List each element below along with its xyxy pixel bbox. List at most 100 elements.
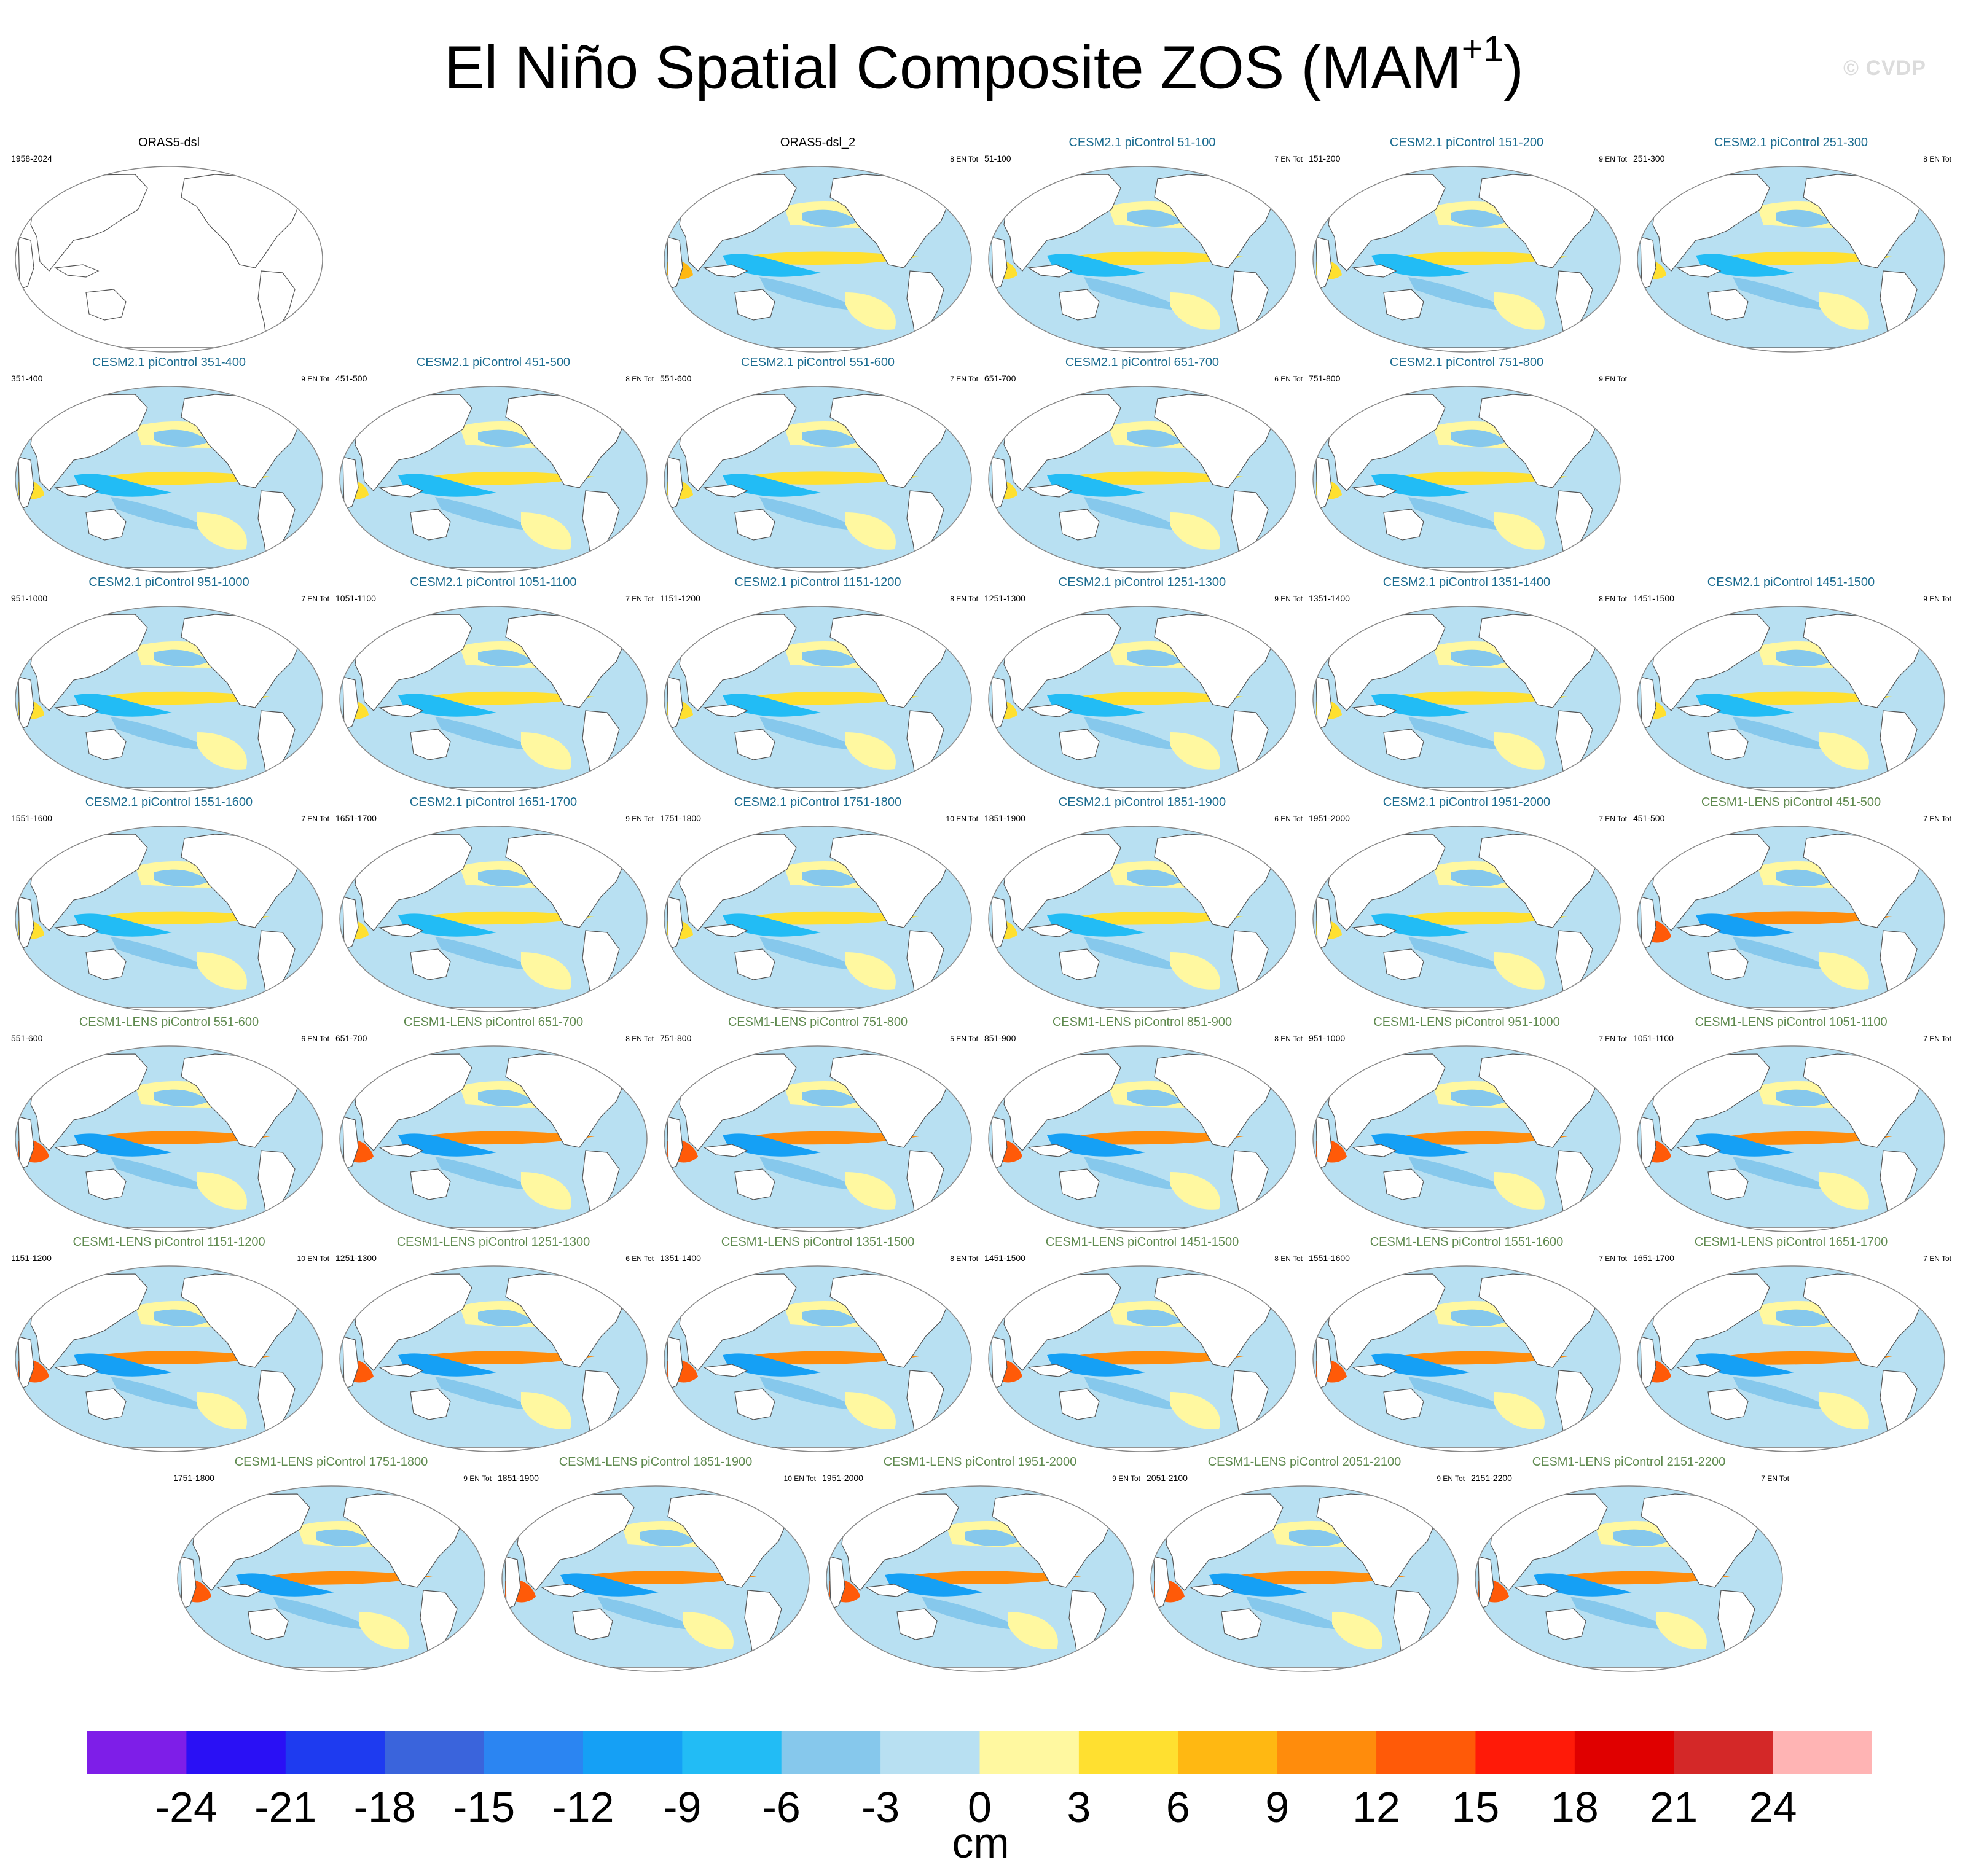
warm-equatorial-tongue bbox=[1396, 1351, 1568, 1365]
australia bbox=[85, 1168, 127, 1200]
map-panel: CESM1-LENS piControl 1251-1300 1251-1300 6… bbox=[331, 1235, 656, 1455]
south-america bbox=[1717, 1590, 1755, 1665]
panel-event-count: 8 EN Tot bbox=[1923, 155, 1951, 163]
australia bbox=[734, 509, 775, 541]
panel-title: CESM1-LENS piControl 2051-2100 bbox=[1207, 1455, 1402, 1469]
warm-south-pacific bbox=[1819, 292, 1869, 330]
warm-equatorial-tongue bbox=[423, 911, 595, 925]
maritime-continent bbox=[1676, 924, 1722, 937]
cold-north-pacific bbox=[802, 209, 858, 227]
cold-southwest-band bbox=[1733, 1377, 1837, 1410]
warm-south-pacific bbox=[1494, 732, 1545, 770]
colorbar-tick-label: 24 bbox=[1749, 1783, 1797, 1831]
colorbar-tick-label: 18 bbox=[1550, 1783, 1599, 1831]
map-panel: CESM1-LENS piControl 451-500 451-500 7 EN … bbox=[1628, 795, 1954, 1015]
cold-north-pacific bbox=[802, 869, 858, 887]
warm-equatorial-tongue bbox=[585, 1571, 757, 1584]
colorbar-tick-label: -24 bbox=[155, 1783, 218, 1831]
panel-title: CESM1-LENS piControl 651-700 bbox=[403, 1015, 584, 1029]
panel-event-count: 8 EN Tot bbox=[950, 155, 978, 163]
panel-years: 851-900 bbox=[984, 1033, 1016, 1043]
map-svg bbox=[664, 826, 972, 1012]
map-panel: CESM2.1 piControl 1451-1500 1451-1500 9 EN… bbox=[1628, 575, 1954, 795]
australia bbox=[248, 1608, 289, 1640]
australia bbox=[1221, 1608, 1262, 1640]
warm-equatorial-tongue bbox=[423, 1351, 595, 1364]
south-america bbox=[582, 710, 620, 786]
map-svg bbox=[177, 1485, 485, 1672]
warm-equatorial-tongue bbox=[1396, 251, 1568, 265]
panel-title: CESM2.1 piControl 151-200 bbox=[1389, 136, 1544, 149]
south-america bbox=[257, 1150, 296, 1225]
south-america bbox=[1231, 710, 1269, 786]
colorbar-segment bbox=[682, 1731, 782, 1774]
cold-southwest-band bbox=[1733, 937, 1837, 971]
panel-years: 951-1000 bbox=[11, 593, 48, 603]
maritime-continent bbox=[703, 484, 748, 498]
maritime-continent bbox=[54, 264, 100, 278]
antarctica bbox=[1040, 787, 1244, 792]
warm-south-pacific bbox=[683, 1612, 734, 1649]
asia-landmass bbox=[355, 614, 472, 711]
panel-years: 1351-1400 bbox=[660, 1253, 701, 1263]
warm-equatorial-tongue bbox=[423, 691, 595, 705]
maritime-continent bbox=[378, 704, 424, 717]
colorbar-segment bbox=[1674, 1731, 1774, 1774]
map-border bbox=[664, 606, 972, 792]
colorbar-tick-label: -21 bbox=[254, 1783, 317, 1831]
map-border bbox=[15, 1265, 323, 1452]
warm-south-pacific bbox=[1819, 1172, 1869, 1210]
maritime-continent bbox=[703, 704, 748, 717]
south-america bbox=[1231, 1370, 1269, 1445]
cold-north-pacific bbox=[802, 429, 858, 447]
map-border bbox=[15, 166, 323, 353]
cold-north-pacific bbox=[640, 1529, 696, 1547]
colorbar-segment bbox=[1475, 1731, 1575, 1774]
colorbar-tick-label: 12 bbox=[1352, 1783, 1400, 1831]
asia-landmass bbox=[1328, 834, 1446, 931]
map-border bbox=[1637, 1045, 1945, 1232]
panel-years: 1751-1800 bbox=[173, 1473, 214, 1483]
cold-southwest-band bbox=[1408, 1157, 1513, 1190]
map-panel: CESM1-LENS piControl 1951-2000 1951-2000 9… bbox=[817, 1455, 1143, 1675]
map-panel: CESM1-LENS piControl 1551-1600 1551-1600 7… bbox=[1304, 1235, 1629, 1455]
panel-title: CESM2.1 piControl 351-400 bbox=[92, 356, 246, 369]
map-panel: CESM2.1 piControl 1051-1100 1051-1100 7 EN… bbox=[331, 575, 656, 795]
warm-south-pacific bbox=[1170, 1172, 1220, 1210]
asia-landmass bbox=[679, 614, 797, 711]
panel-title: CESM2.1 piControl 751-800 bbox=[1389, 356, 1544, 369]
panel-event-count: 7 EN Tot bbox=[625, 595, 654, 603]
warm-equatorial-tongue bbox=[747, 1131, 919, 1145]
australia bbox=[896, 1608, 938, 1640]
asia-landmass bbox=[679, 394, 797, 491]
panel-title: CESM1-LENS piControl 1351-1500 bbox=[721, 1235, 915, 1249]
map-border bbox=[339, 386, 648, 573]
map-svg bbox=[339, 1045, 648, 1232]
map-border bbox=[177, 1485, 485, 1672]
maritime-continent bbox=[1352, 264, 1397, 278]
south-america bbox=[582, 930, 620, 1006]
panel-title: CESM1-LENS piControl 1451-1500 bbox=[1045, 1235, 1239, 1249]
south-america bbox=[1231, 1150, 1269, 1225]
map-panel: CESM1-LENS piControl 1851-1900 1851-1900 1… bbox=[493, 1455, 818, 1675]
panel-years: 1451-1500 bbox=[984, 1253, 1025, 1263]
cold-southwest-band bbox=[759, 277, 864, 311]
panel-title: CESM1-LENS piControl 1651-1700 bbox=[1694, 1235, 1888, 1249]
south-america bbox=[744, 1590, 782, 1665]
cold-southwest-band bbox=[435, 497, 539, 531]
panel-event-count: 8 EN Tot bbox=[1599, 595, 1627, 603]
map-border bbox=[501, 1485, 810, 1672]
warm-south-pacific bbox=[845, 512, 896, 550]
south-america bbox=[906, 490, 944, 566]
panel-event-count: 7 EN Tot bbox=[1923, 1034, 1951, 1043]
map-svg bbox=[1312, 166, 1621, 353]
antarctica bbox=[716, 1227, 920, 1232]
cold-southwest-band bbox=[1084, 717, 1188, 751]
warm-south-pacific bbox=[1170, 732, 1220, 770]
map-border bbox=[988, 386, 1296, 573]
cold-north-pacific bbox=[1776, 869, 1831, 887]
panel-title: CESM1-LENS piControl 1951-2000 bbox=[883, 1455, 1077, 1469]
antarctica bbox=[1365, 567, 1569, 572]
antarctica bbox=[1365, 1227, 1569, 1232]
antarctica bbox=[1040, 347, 1244, 352]
